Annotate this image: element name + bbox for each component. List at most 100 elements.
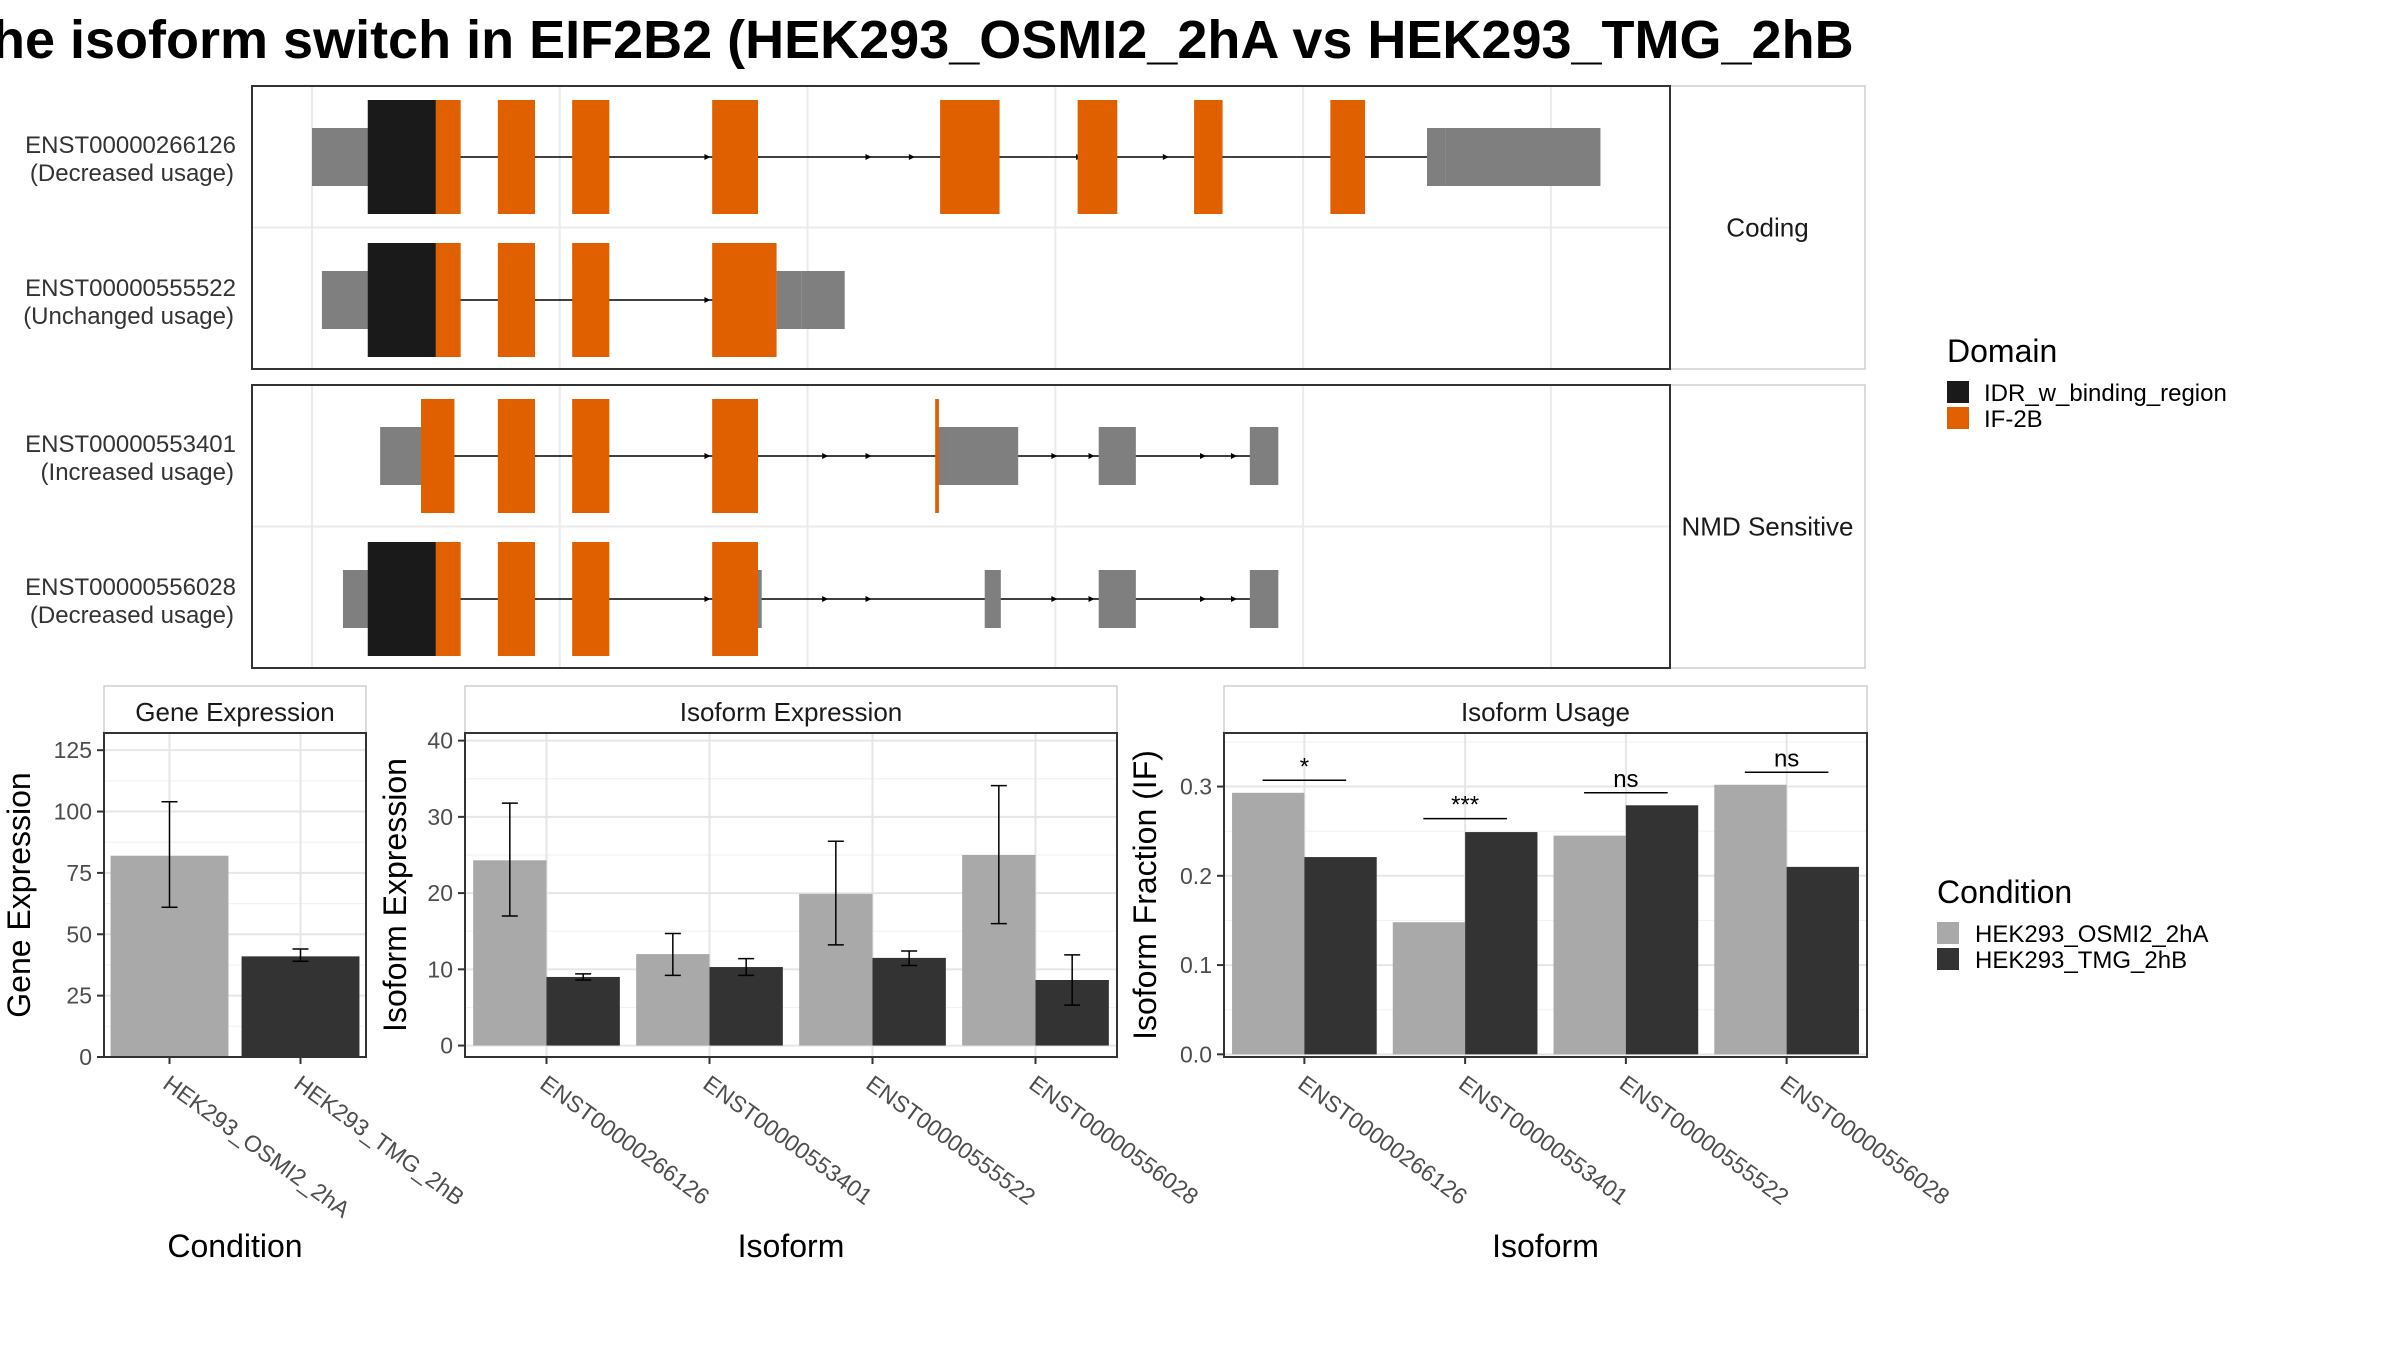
isoform-id-label: ENST00000266126 [25, 132, 236, 159]
significance-label: ns [1613, 766, 1638, 793]
significance-label: *** [1451, 792, 1479, 819]
intron-arrow [1051, 453, 1058, 459]
bar [1392, 922, 1466, 1055]
if2b-domain-exon [712, 399, 758, 513]
domain-legend-title: Domain [1947, 333, 2057, 369]
legend-label-if2b: IF-2B [1984, 406, 2043, 433]
y-axis-title: Isoform Fraction (IF) [1127, 750, 1163, 1040]
isoform-id-label: ENST00000556028 [25, 574, 236, 601]
intron-arrow [865, 596, 872, 602]
utr-exon [1445, 128, 1601, 186]
utr-exon [355, 570, 372, 628]
bar [1553, 835, 1626, 1055]
intron-arrow [1200, 596, 1206, 602]
panel-strip [103, 685, 367, 734]
legend-key-cond1 [1937, 922, 1959, 944]
utr-exon [380, 427, 424, 485]
x-tick-label: ENST00000556028 [1776, 1070, 1955, 1210]
intron-arrow [865, 154, 872, 160]
facet-label-0: Coding [1726, 213, 1808, 243]
x-tick-label: ENST00000266126 [536, 1070, 715, 1210]
y-tick-label: 75 [66, 860, 92, 886]
intron-arrow [1230, 596, 1237, 602]
intron-arrow [704, 596, 711, 602]
intron-arrow [865, 453, 872, 459]
panel-border [103, 732, 367, 1058]
if2b-domain-exon [572, 542, 610, 656]
intron-arrow [1230, 453, 1237, 459]
x-tick-label: ENST00000556028 [1025, 1070, 1204, 1210]
if2b-domain-exon [1077, 100, 1118, 214]
bar [1625, 805, 1699, 1055]
bar [1786, 866, 1859, 1055]
utr-exon [950, 427, 1019, 485]
y-tick-label: 20 [427, 880, 453, 906]
significance-label: ns [1774, 745, 1799, 772]
panel-border [1223, 732, 1868, 1058]
bar [709, 967, 783, 1046]
panel-title: Isoform Usage [1461, 697, 1630, 727]
x-axis-title: Condition [167, 1228, 302, 1264]
intron-arrow [1162, 154, 1169, 160]
isoform-expression-panel: Isoform Expression 0 10 20 30 40 ENST000002661… [377, 685, 1204, 1264]
if2b-domain-exon [572, 100, 610, 214]
x-axis-title: Isoform [738, 1228, 845, 1264]
y-axis-title: Isoform Expression [377, 758, 413, 1032]
facet-strip [1669, 85, 1866, 370]
if2b-domain-exon [935, 399, 939, 513]
y-tick-label: 125 [54, 737, 92, 763]
if2b-domain-exon [572, 399, 610, 513]
utr-exon [987, 570, 998, 628]
x-tick-label: ENST00000555522 [1615, 1070, 1794, 1210]
utr-exon [1249, 570, 1279, 628]
figure-title: he isoform switch in EIF2B2 (HEK293_OSMI… [0, 10, 1854, 70]
utr-exon [321, 271, 365, 329]
if2b-domain-exon [712, 542, 758, 656]
utr-exon [758, 570, 762, 628]
if2b-domain-exon [572, 243, 610, 357]
y-tick-label: 0 [440, 1033, 453, 1059]
utr-exon [1249, 427, 1279, 485]
bar [1304, 857, 1377, 1055]
panel-border [464, 732, 1118, 1058]
x-tick-label: ENST00000555522 [862, 1070, 1041, 1210]
y-axis-title: Gene Expression [1, 772, 37, 1017]
y-tick-label: 0.2 [1180, 863, 1212, 889]
panel-strip [1223, 685, 1868, 734]
intron-arrow [822, 596, 829, 602]
isoform-usage-label: (Decreased usage) [30, 602, 234, 629]
if2b-domain-exon [1194, 100, 1223, 214]
intron-arrow [1051, 596, 1058, 602]
y-tick-label: 0.1 [1180, 952, 1212, 978]
legend-label-cond1: HEK293_OSMI2_2hA [1975, 921, 2208, 948]
domain-legend: Domain IDR_w_binding_region IF-2B [1947, 333, 2227, 433]
intron-arrow [822, 453, 829, 459]
intron-arrow [1088, 596, 1095, 602]
isoform-usage-label: (Increased usage) [41, 459, 234, 486]
structure-panel-border [251, 384, 1671, 669]
y-tick-label: 0 [79, 1044, 92, 1070]
intron-arrow [704, 453, 711, 459]
if2b-domain-exon [497, 399, 535, 513]
legend-key-idr [1947, 381, 1969, 403]
isoform-usage-panel: Isoform Usage0.00.10.20.3****nsnsENST000… [1127, 685, 1955, 1264]
utr-exon [1427, 128, 1446, 186]
panel-title: Gene Expression [135, 697, 334, 727]
utr-exon [1098, 570, 1136, 628]
legend-key-cond2 [1937, 948, 1959, 970]
facet-strip [1669, 384, 1866, 669]
if2b-domain-exon [712, 243, 777, 357]
y-tick-label: 10 [427, 956, 453, 982]
intron-arrow [1200, 453, 1206, 459]
intron-arrow [704, 297, 711, 303]
y-tick-label: 100 [54, 799, 92, 825]
utr-exon [937, 427, 951, 485]
y-tick-label: 0.3 [1180, 774, 1212, 800]
x-tick-label: ENST00000266126 [1293, 1070, 1472, 1210]
condition-legend-title: Condition [1937, 874, 2072, 910]
idr-domain-exon [367, 542, 436, 656]
isoform-usage-label: (Decreased usage) [30, 160, 234, 187]
idr-domain-exon [367, 100, 436, 214]
